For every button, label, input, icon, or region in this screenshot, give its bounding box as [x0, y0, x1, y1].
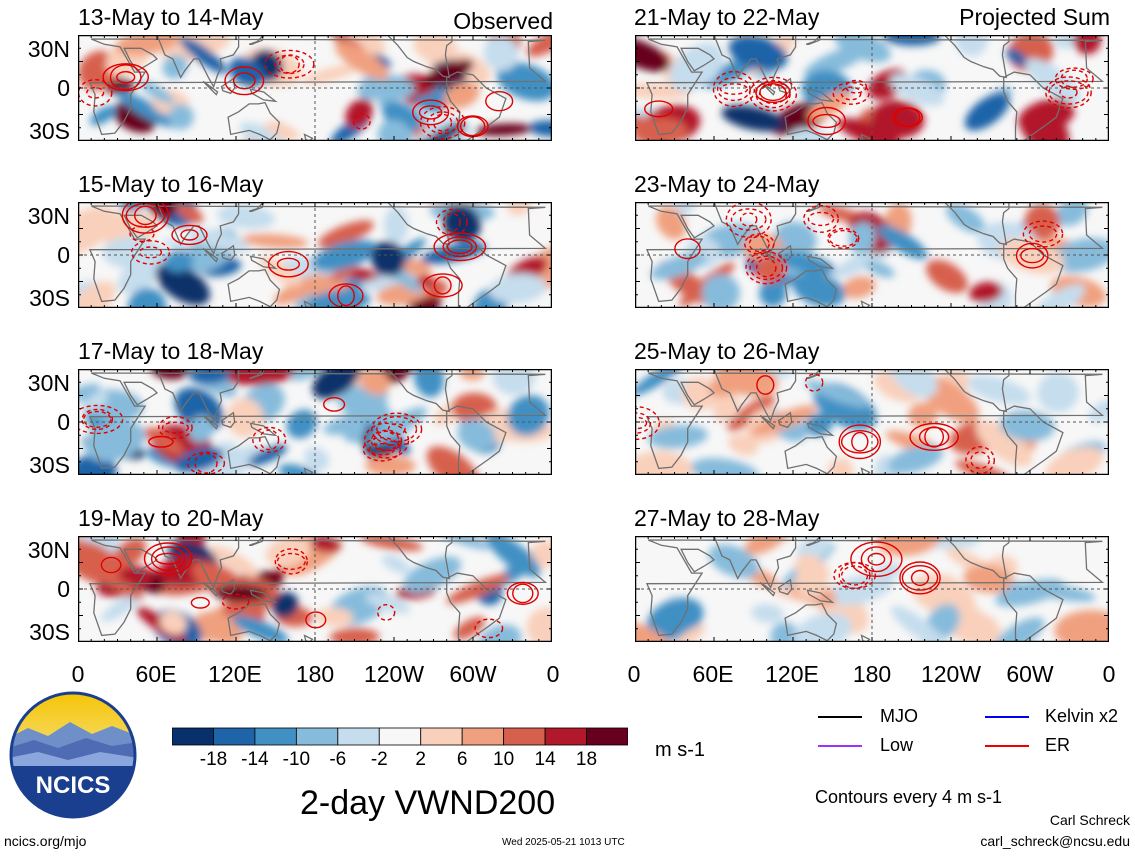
colorbar-swatch — [172, 727, 214, 746]
colorbar-tick-label: -14 — [241, 749, 269, 770]
lon-label-0: 0 — [627, 661, 641, 687]
lat-label-30n: 30N — [27, 370, 70, 396]
panel-subtitle-observed: Observed — [453, 8, 553, 34]
colorbar-swatch — [378, 727, 422, 746]
lon-label-0-end: 0 — [1102, 661, 1116, 687]
map-panel — [78, 369, 552, 475]
map-panel — [635, 536, 1109, 642]
colorbar-swatch — [254, 727, 297, 746]
footer-timestamp: Wed 2025-05-21 1013 UTC — [502, 837, 625, 848]
colorbar-swatch — [213, 727, 256, 746]
colorbar-tick-label: 10 — [493, 749, 515, 770]
colorbar-tick-label: 14 — [534, 749, 556, 770]
colorbar-swatch — [295, 727, 339, 746]
lat-label-30s: 30S — [29, 452, 70, 478]
lon-label-120e: 120E — [208, 661, 262, 687]
footer-author: Carl Schreck — [1049, 812, 1130, 828]
colorbar-swatch — [586, 727, 628, 746]
colorbar-swatch — [420, 727, 463, 746]
lon-label-180: 180 — [295, 661, 335, 687]
colorbar-tick-label: -10 — [282, 749, 311, 770]
lon-label-60e: 60E — [135, 661, 177, 687]
panel-title-6: 25-May to 26-May — [634, 338, 820, 364]
footer-url[interactable]: ncics.org/mjo — [4, 833, 87, 849]
lat-label-30n: 30N — [27, 203, 70, 229]
map-panel — [78, 536, 552, 642]
colorbar — [172, 727, 628, 746]
colorbar-swatch — [461, 727, 505, 746]
lon-label-0: 0 — [71, 661, 85, 687]
legend-label-low: Low — [880, 735, 914, 755]
lon-label-180: 180 — [852, 661, 892, 687]
panel-title-1: 13-May to 14-May — [78, 4, 264, 30]
colorbar-tick-label: 6 — [456, 749, 468, 770]
colorbar-tick-label: -2 — [370, 749, 388, 770]
lon-label-60w: 60W — [1006, 661, 1054, 687]
lat-label-30n: 30N — [27, 537, 70, 563]
lat-label-30s: 30S — [29, 619, 70, 645]
legend-note: Contours every 4 m s-1 — [815, 787, 1003, 807]
lat-label-30s: 30S — [29, 285, 70, 311]
lat-label-eq: 0 — [57, 409, 70, 435]
colorbar-tick-label: -6 — [329, 749, 347, 770]
colorbar-units: m s-1 — [655, 739, 705, 761]
map-panel — [635, 35, 1109, 141]
lat-label-eq: 0 — [57, 576, 70, 602]
panel-title-7: 19-May to 20-May — [78, 505, 264, 531]
map-panel — [78, 202, 552, 308]
logo-text: NCICS — [36, 772, 111, 799]
lon-label-120e: 120E — [765, 661, 819, 687]
panel-title-2: 21-May to 22-May — [634, 4, 820, 30]
legend-label-mjo: MJO — [880, 706, 918, 726]
map-panel — [635, 202, 1109, 308]
colorbar-swatch — [337, 727, 380, 746]
legend-line-low — [818, 745, 862, 747]
legend-label-er: ER — [1045, 735, 1071, 755]
panel-title-3: 15-May to 16-May — [78, 171, 264, 197]
lat-label-30s: 30S — [29, 118, 70, 144]
legend-line-kelvin — [985, 716, 1029, 718]
colorbar-tick-label: 2 — [415, 749, 426, 770]
lat-label-30n: 30N — [27, 36, 70, 62]
colorbar-swatch — [544, 727, 587, 746]
lon-label-120w: 120W — [363, 661, 425, 687]
map-panel — [78, 35, 552, 141]
lon-label-0-end: 0 — [546, 661, 560, 687]
footer-email[interactable]: carl_schreck@ncsu.edu — [980, 833, 1130, 849]
lon-label-120w: 120W — [920, 661, 982, 687]
panel-title-4: 23-May to 24-May — [634, 171, 820, 197]
legend-line-mjo — [818, 716, 862, 718]
lat-label-eq: 0 — [57, 242, 70, 268]
colorbar-tick-label: -18 — [199, 749, 228, 770]
ncics-logo: NCICS — [9, 691, 137, 819]
panel-title-8: 27-May to 28-May — [634, 505, 820, 531]
panel-title-5: 17-May to 18-May — [78, 338, 264, 364]
legend-label-kelvin: Kelvin x2 — [1045, 706, 1119, 726]
panel-subtitle-projected: Projected Sum — [959, 4, 1110, 30]
map-panel — [635, 369, 1109, 475]
colorbar-swatch — [503, 727, 546, 746]
main-title: 2-day VWND200 — [300, 784, 556, 822]
lon-label-60e: 60E — [692, 661, 734, 687]
legend-line-er — [985, 745, 1029, 747]
colorbar-tick-label: 18 — [575, 749, 598, 770]
lon-label-60w: 60W — [449, 661, 497, 687]
lat-label-eq: 0 — [57, 75, 70, 101]
